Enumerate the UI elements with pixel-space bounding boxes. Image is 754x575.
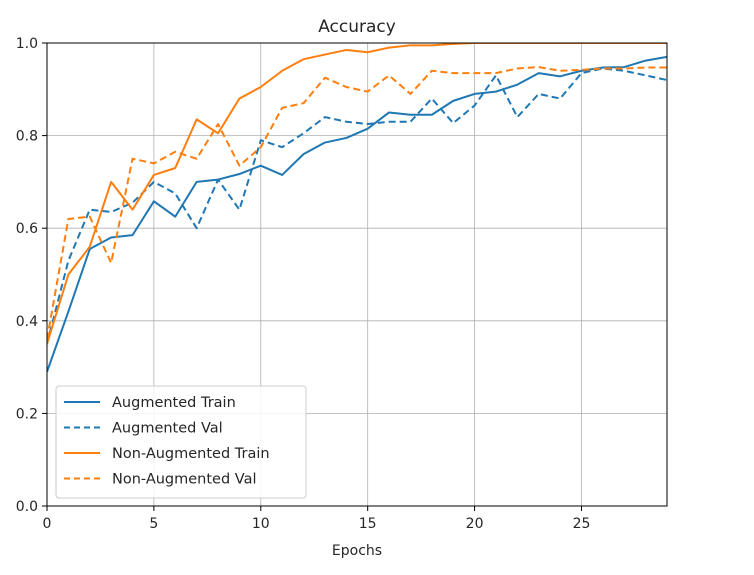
legend-box — [55, 385, 307, 499]
y-tick-label: 0.6 — [16, 221, 38, 237]
x-tick-label: 15 — [359, 516, 377, 532]
x-tick-label: 25 — [573, 516, 591, 532]
x-tick-label: 20 — [466, 516, 484, 532]
series-line-augmented-val — [47, 67, 667, 345]
y-tick-label: 1.0 — [16, 36, 38, 52]
x-tick-label: 5 — [149, 516, 158, 532]
plot-frame — [46, 42, 668, 507]
legend-label: Non-Augmented Val — [112, 472, 257, 488]
axis-ticks: 0 5 10 15 20 25 0.0 0.2 0.4 0.6 0.8 1.0 — [16, 36, 591, 532]
x-axis-label: Epochs — [332, 543, 382, 559]
x-tick-label: 10 — [252, 516, 270, 532]
chart-title: Accuracy — [318, 17, 396, 37]
y-tick-label: 0.2 — [16, 406, 38, 422]
series-group — [47, 43, 667, 373]
y-tick-label: 0.8 — [16, 129, 38, 145]
y-tick-label: 0.0 — [16, 499, 38, 515]
series-line-augmented-train — [47, 55, 667, 373]
x-tick-label: 0 — [43, 516, 52, 532]
legend-label: Augmented Train — [112, 395, 236, 411]
legend-label: Augmented Val — [112, 421, 223, 437]
series-line-non-augmented-val — [47, 66, 667, 340]
y-tick-label: 0.4 — [16, 314, 38, 330]
legend-label: Non-Augmented Train — [112, 446, 270, 462]
series-line-non-augmented-train — [47, 43, 667, 345]
legend: Augmented Train Augmented Val Non-Augmente… — [55, 385, 307, 499]
